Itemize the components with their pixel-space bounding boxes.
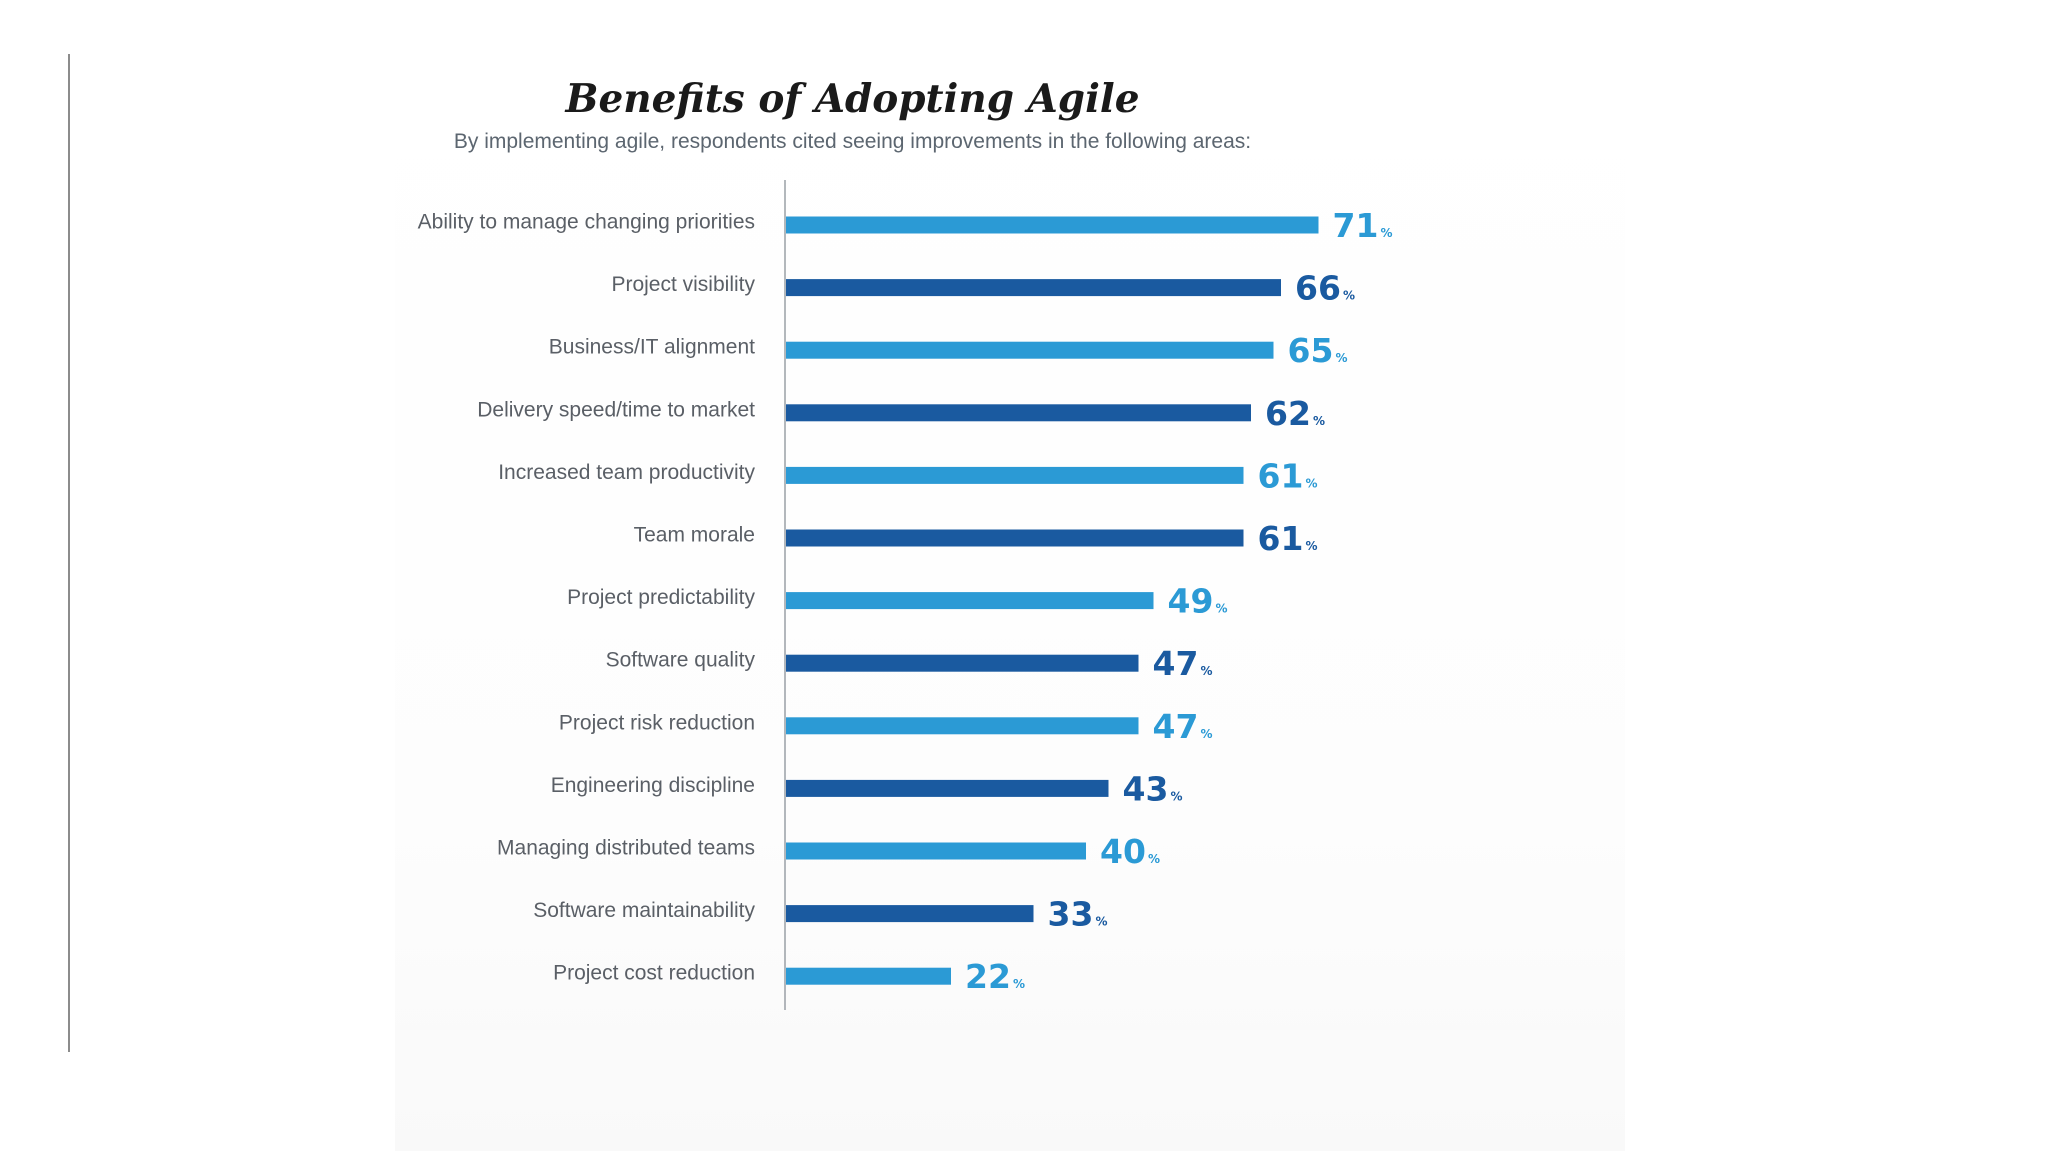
bar <box>786 216 1319 234</box>
bar <box>786 905 1034 923</box>
category-label: Delivery speed/time to market <box>477 398 755 421</box>
bar <box>786 967 951 985</box>
percent-suffix: % <box>1200 664 1212 678</box>
percent-suffix: % <box>1095 915 1107 929</box>
percent-suffix: % <box>1200 727 1212 741</box>
percent-suffix: % <box>1305 539 1317 553</box>
value-label: 61% <box>1258 519 1318 558</box>
bar <box>786 404 1251 422</box>
value-label: 47% <box>1153 644 1213 683</box>
category-label: Business/IT alignment <box>549 336 755 359</box>
bar <box>786 529 1244 547</box>
bar <box>786 779 1109 797</box>
percent-suffix: % <box>1013 977 1025 991</box>
category-label: Engineering discipline <box>551 774 755 797</box>
category-label: Managing distributed teams <box>497 837 755 860</box>
percent-suffix: % <box>1335 351 1347 365</box>
category-label: Software quality <box>606 649 756 672</box>
percent-suffix: % <box>1215 602 1227 616</box>
bar <box>786 279 1281 297</box>
value-label: 66% <box>1295 269 1355 308</box>
category-label: Team morale <box>634 524 755 547</box>
bars-layer: Ability to manage changing priorities 71%… <box>418 206 1393 996</box>
percent-suffix: % <box>1313 414 1325 428</box>
percent-suffix: % <box>1380 226 1392 240</box>
value-label: 22% <box>965 957 1025 996</box>
value-label: 61% <box>1258 456 1318 495</box>
percent-suffix: % <box>1170 789 1182 803</box>
category-label: Project cost reduction <box>553 962 755 985</box>
bar <box>786 466 1244 484</box>
bar <box>786 592 1154 610</box>
value-label: 62% <box>1265 394 1325 433</box>
value-label: 65% <box>1288 331 1348 370</box>
value-label: 71% <box>1333 206 1393 245</box>
value-label: 47% <box>1153 707 1213 746</box>
category-label: Project risk reduction <box>559 711 755 734</box>
percent-suffix: % <box>1148 852 1160 866</box>
value-label: 40% <box>1100 832 1160 871</box>
category-label: Ability to manage changing priorities <box>418 211 755 234</box>
category-label: Project visibility <box>611 273 755 296</box>
bar <box>786 717 1139 735</box>
category-label: Project predictability <box>567 586 755 609</box>
bar <box>786 842 1086 860</box>
chart-title: Benefits of Adopting Agile <box>565 76 1140 122</box>
percent-suffix: % <box>1343 289 1355 303</box>
chart-subtitle: By implementing agile, respondents cited… <box>453 130 1252 153</box>
bar <box>786 654 1139 672</box>
value-label: 33% <box>1048 895 1108 934</box>
percent-suffix: % <box>1305 476 1317 490</box>
slide-left-border <box>68 54 70 1052</box>
bar <box>786 341 1274 359</box>
value-label: 43% <box>1123 769 1183 808</box>
value-label: 49% <box>1168 582 1228 621</box>
category-label: Software maintainability <box>533 899 755 922</box>
category-label: Increased team productivity <box>498 461 755 484</box>
